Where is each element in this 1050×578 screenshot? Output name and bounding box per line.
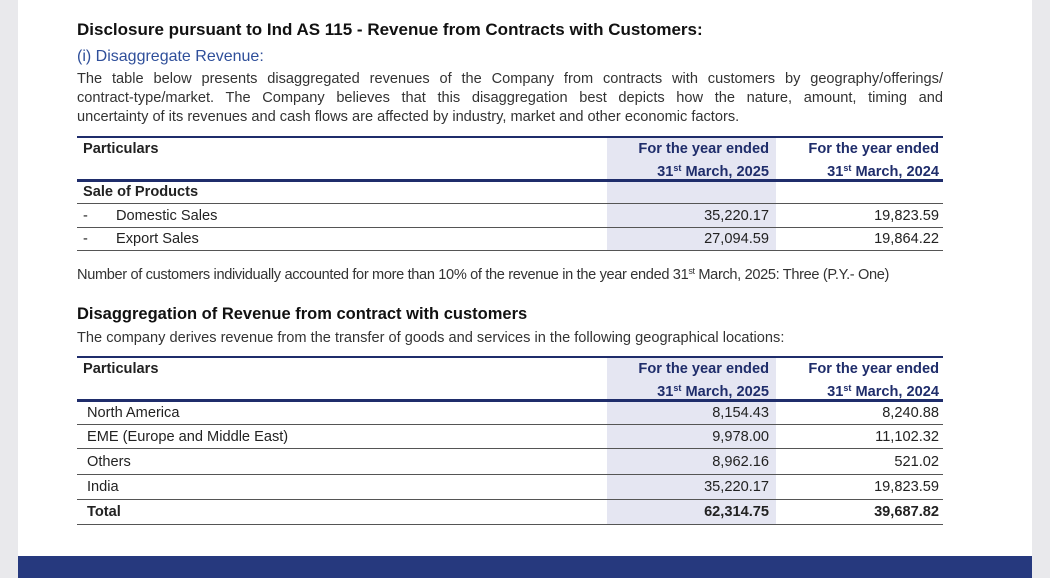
- day: 31: [827, 384, 844, 400]
- rule: [77, 424, 943, 425]
- rule: [77, 227, 943, 228]
- row-label: Export Sales: [116, 231, 199, 247]
- date: March, 2024: [855, 384, 939, 400]
- header-line: 31st March, 2025: [609, 159, 769, 182]
- header-line: 31st March, 2025: [609, 379, 769, 402]
- value: 8,962.16: [712, 454, 769, 470]
- date: March, 2025: [685, 384, 769, 400]
- column-header: For the year ended 31st March, 2025: [609, 360, 769, 402]
- rule: [77, 356, 943, 358]
- value: 9,978.00: [712, 429, 769, 445]
- rule: [77, 474, 943, 475]
- rule: [77, 203, 943, 204]
- suffix: st: [843, 163, 852, 173]
- column-header: For the year ended 31st March, 2024: [779, 140, 939, 182]
- note: Number of customers individually account…: [77, 266, 889, 283]
- total-value: 39,687.82: [874, 504, 939, 520]
- value: 19,823.59: [874, 208, 939, 224]
- header-line: 31st March, 2024: [779, 379, 939, 402]
- value: 35,220.17: [704, 208, 769, 224]
- value: 19,823.59: [874, 479, 939, 495]
- column-header: Particulars: [83, 141, 159, 157]
- suffix: st: [843, 383, 852, 393]
- suffix: st: [688, 266, 695, 276]
- date: March, 2024: [855, 164, 939, 180]
- row-label: Others: [87, 454, 131, 470]
- value: 19,864.22: [874, 231, 939, 247]
- note-text: March, 2025: Three (P.Y.- One): [698, 267, 890, 283]
- value: 8,240.88: [882, 405, 939, 421]
- value: 35,220.17: [704, 479, 769, 495]
- row-label: North America: [87, 405, 180, 421]
- rule: [77, 524, 943, 525]
- rule: [77, 399, 943, 402]
- marker: -: [83, 231, 88, 247]
- column-header: Particulars: [83, 361, 159, 377]
- column-shade: [607, 357, 776, 524]
- marker: -: [83, 208, 88, 224]
- date: March, 2025: [685, 164, 769, 180]
- column-header: For the year ended 31st March, 2025: [609, 140, 769, 182]
- total-value: 62,314.75: [704, 504, 769, 520]
- column-shade: [607, 137, 776, 250]
- value: 8,154.43: [712, 405, 769, 421]
- section-text: The company derives revenue from the tra…: [77, 330, 785, 346]
- value: 27,094.59: [704, 231, 769, 247]
- intro-line: uncertainty of its revenues and cash flo…: [77, 109, 740, 125]
- header-line: 31st March, 2024: [779, 159, 939, 182]
- column-header: For the year ended 31st March, 2024: [779, 360, 939, 402]
- value: 521.02: [894, 454, 939, 470]
- rule: [77, 499, 943, 500]
- intro-line: The table below presents disaggregated r…: [77, 71, 943, 87]
- intro-line: contract-type/market. The Company believ…: [77, 90, 943, 106]
- value: 11,102.32: [875, 429, 939, 445]
- section-title: Disaggregation of Revenue from contract …: [77, 305, 528, 323]
- header-line: For the year ended: [808, 141, 939, 157]
- total-label: Total: [87, 504, 121, 520]
- day: 31: [657, 164, 674, 180]
- header-line: For the year ended: [638, 141, 769, 157]
- page: [18, 0, 1032, 578]
- suffix: st: [673, 163, 682, 173]
- footer-band: [18, 556, 1032, 578]
- row-label: EME (Europe and Middle East): [87, 429, 289, 445]
- rule: [77, 136, 943, 138]
- row-label: India: [87, 479, 119, 495]
- subtitle: (i) Disaggregate Revenue:: [77, 48, 264, 65]
- suffix: st: [673, 383, 682, 393]
- rule: [77, 250, 943, 251]
- day: 31: [657, 384, 674, 400]
- header-line: For the year ended: [808, 361, 939, 377]
- row-label: Domestic Sales: [116, 208, 218, 224]
- note-text: Number of customers individually account…: [77, 267, 689, 283]
- day: 31: [827, 164, 844, 180]
- title: Disclosure pursuant to Ind AS 115 - Reve…: [77, 20, 703, 39]
- rule: [77, 448, 943, 449]
- header-line: For the year ended: [638, 361, 769, 377]
- rule: [77, 179, 943, 182]
- group-label: Sale of Products: [83, 184, 199, 200]
